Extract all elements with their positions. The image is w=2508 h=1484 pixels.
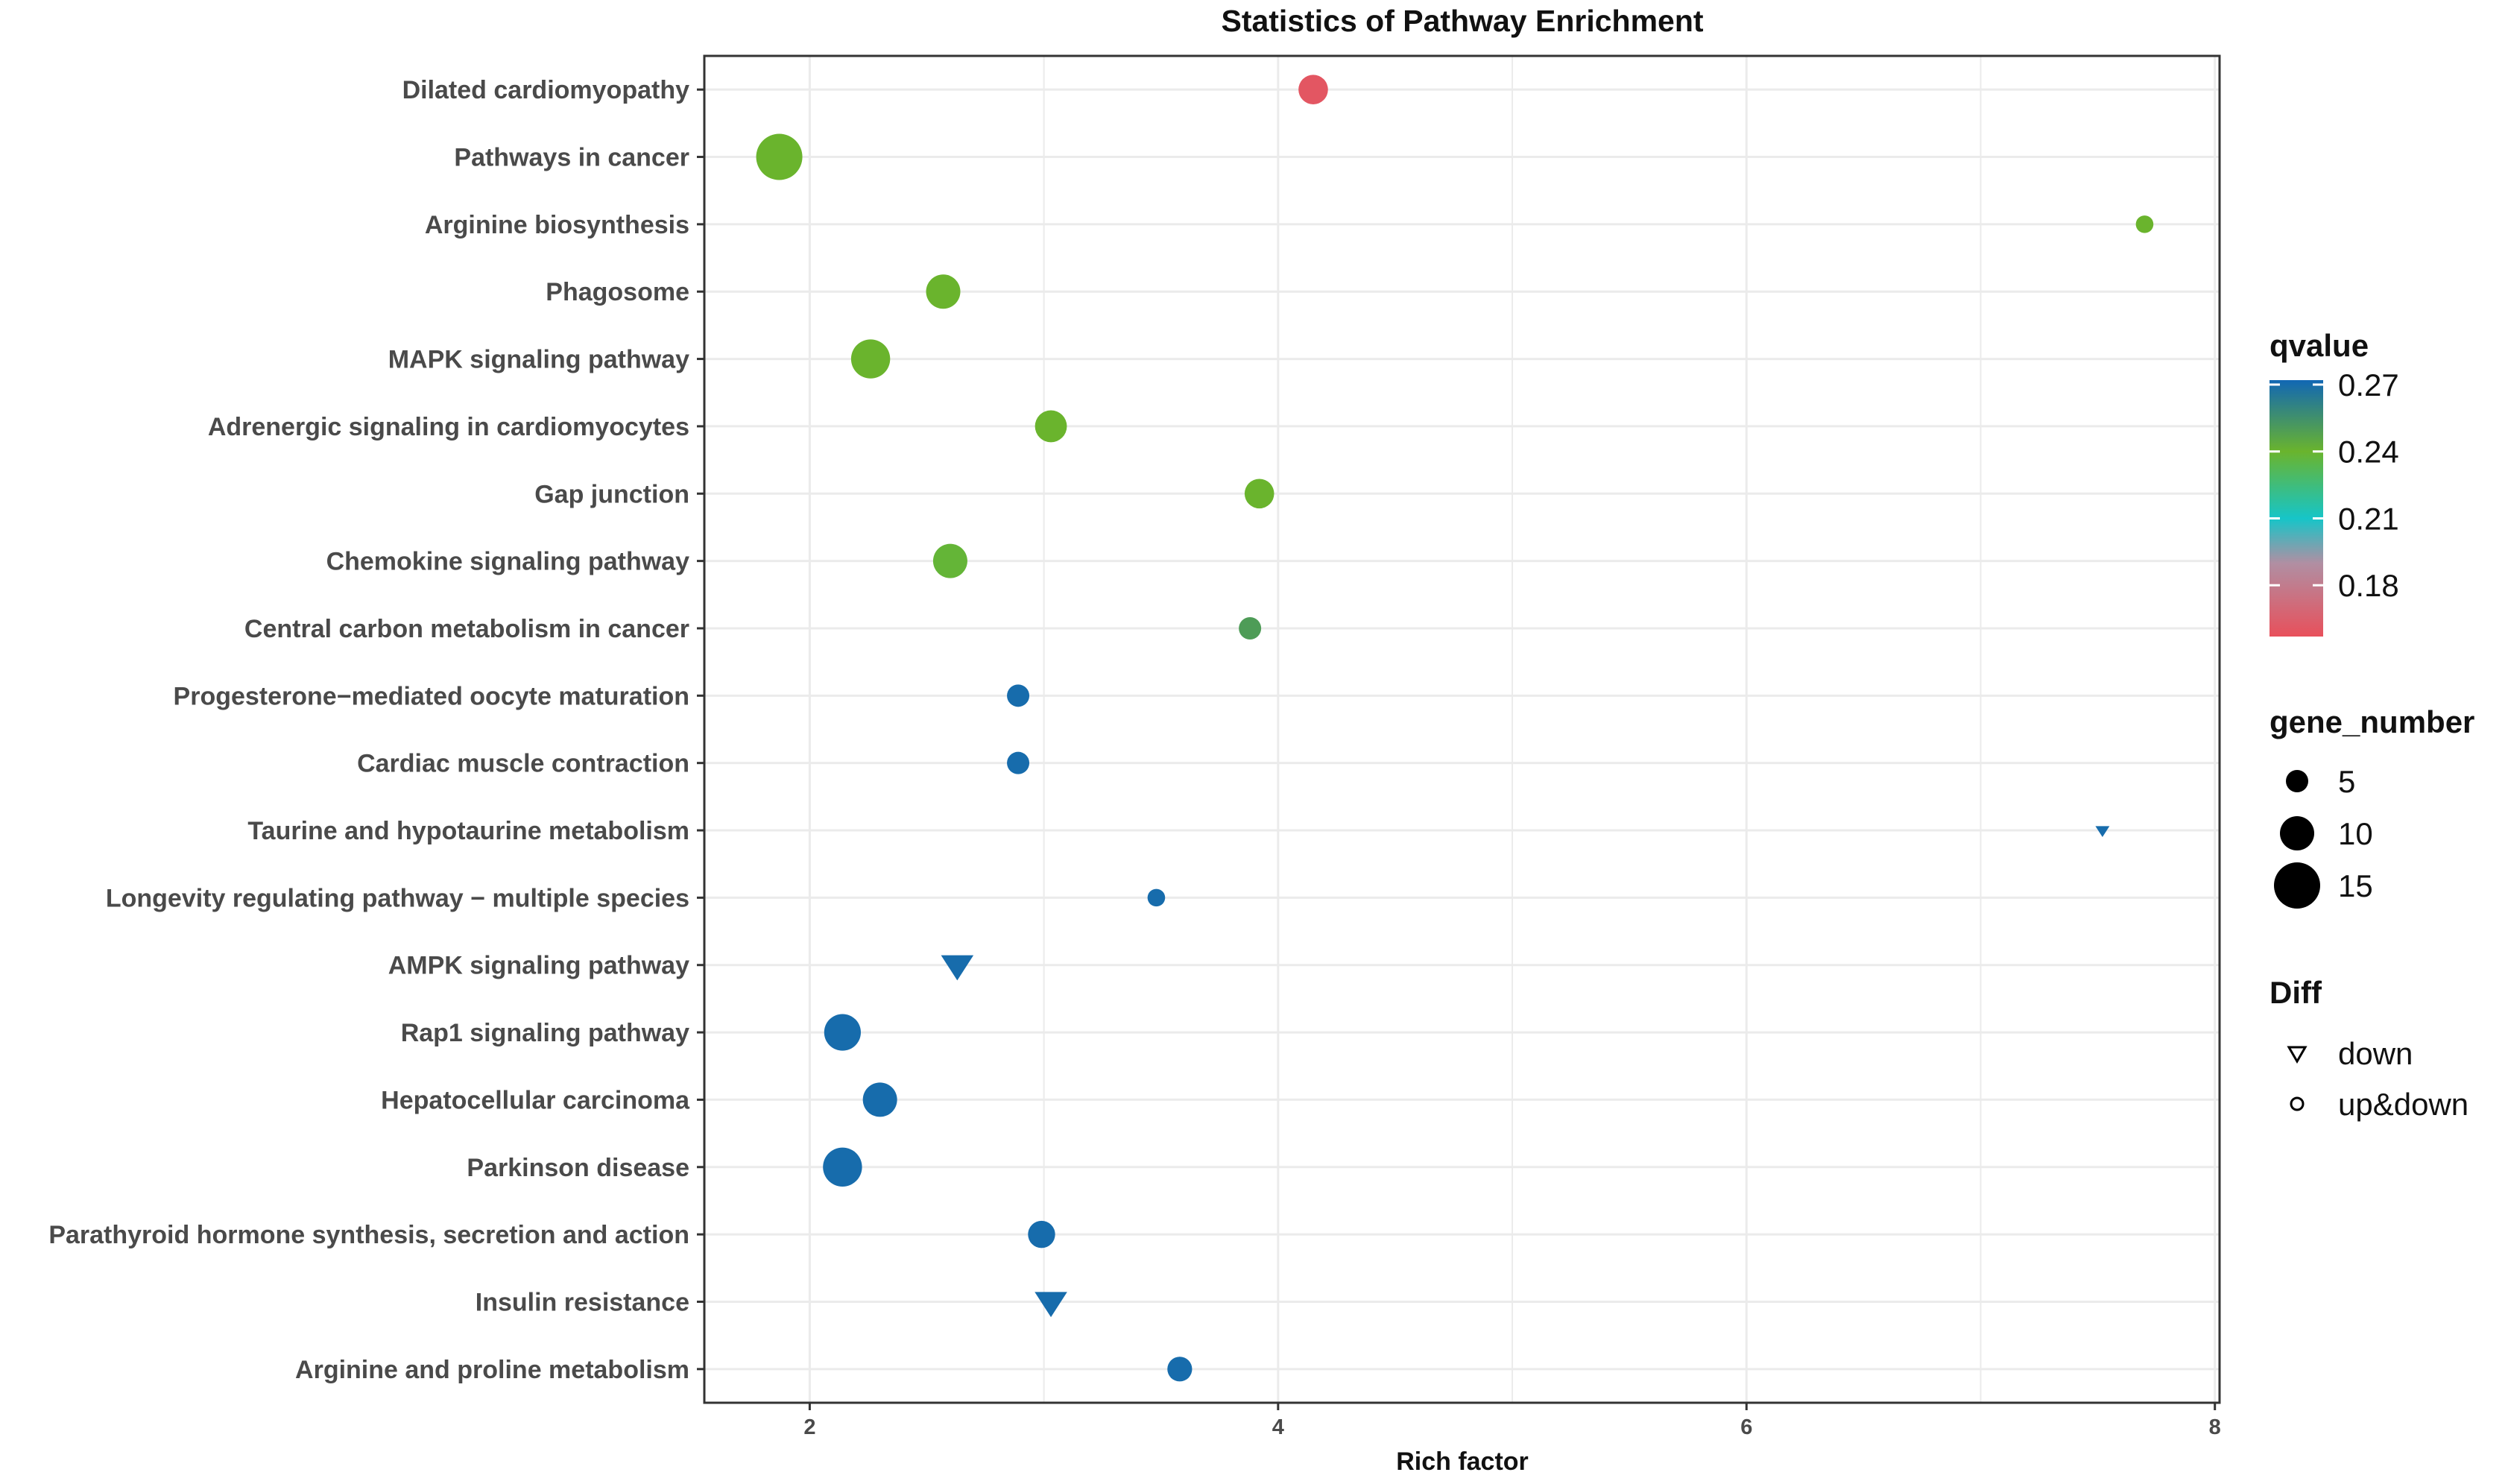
legend-gene-number-title: gene_number: [2269, 704, 2474, 739]
chart-title: Statistics of Pathway Enrichment: [1221, 4, 1703, 38]
legend: qvalue 0.27 0.24 0.21 0.18 gene_number 5 10 15 Di…: [2269, 328, 2474, 1122]
data-point-circle: [1244, 479, 1274, 509]
data-point-circle: [850, 339, 891, 379]
data-point-triangle: [1035, 1292, 1067, 1318]
data-point-circle: [926, 274, 961, 309]
data-point-circle: [1007, 751, 1030, 774]
legend-shape-label: down: [2338, 1036, 2413, 1071]
data-point-triangle: [941, 955, 974, 981]
y-tick-label: Insulin resistance: [476, 1288, 689, 1316]
data-point-circle: [823, 1147, 862, 1187]
data-point-circle: [1028, 1220, 1055, 1248]
x-tick-label: 6: [1740, 1415, 1752, 1439]
data-point-circle: [1035, 410, 1067, 443]
y-tick-label: Adrenergic signaling in cardiomyocytes: [208, 413, 689, 441]
y-tick-label: Progesterone−mediated oocyte maturation: [174, 682, 689, 710]
x-axis: 2 4 6 8: [803, 1403, 2221, 1439]
y-tick-label: Phagosome: [546, 278, 689, 306]
legend-qvalue-colorbar: [2269, 380, 2323, 637]
y-tick-label: Arginine and proline metabolism: [295, 1356, 689, 1384]
legend-size-marker: [2286, 770, 2308, 792]
legend-shape-label: up&down: [2338, 1087, 2468, 1122]
y-tick-label: Hepatocellular carcinoma: [381, 1086, 690, 1114]
data-point-circle: [824, 1014, 861, 1051]
y-tick-label: AMPK signaling pathway: [388, 952, 689, 980]
data-point-circle: [862, 1082, 897, 1117]
data-point-circle: [1298, 75, 1328, 104]
y-tick-label: Rap1 signaling pathway: [401, 1019, 689, 1047]
legend-size-label: 10: [2338, 816, 2373, 851]
legend-shape-marker-triangle: [2287, 1046, 2308, 1064]
y-tick-label: Central carbon metabolism in cancer: [244, 615, 689, 643]
y-axis: Dilated cardiomyopathy Pathways in cancer…: [48, 76, 704, 1384]
y-tick-label: Chemokine signaling pathway: [326, 548, 690, 576]
y-tick-label: Parathyroid hormone synthesis, secretion…: [48, 1221, 689, 1249]
y-tick-label: Cardiac muscle contraction: [357, 750, 689, 778]
data-points: [756, 75, 2154, 1382]
panel-border: [703, 54, 2221, 1404]
y-tick-label: Longevity regulating pathway − multiple …: [106, 884, 689, 912]
y-tick-label: Dilated cardiomyopathy: [402, 76, 690, 104]
legend-size-label: 5: [2338, 764, 2355, 799]
data-point-circle: [1239, 616, 1262, 640]
data-point-circle: [2135, 215, 2154, 233]
y-tick-label: Gap junction: [534, 480, 689, 508]
x-tick-label: 4: [1272, 1415, 1284, 1439]
data-point-circle: [756, 133, 803, 180]
legend-diff-title: Diff: [2269, 975, 2322, 1010]
y-tick-label: Arginine biosynthesis: [425, 211, 689, 239]
x-tick-label: 2: [803, 1415, 815, 1439]
data-point-circle: [1007, 684, 1030, 707]
legend-qvalue-label: 0.24: [2338, 435, 2399, 470]
legend-size-marker: [2274, 862, 2320, 909]
legend-qvalue-label: 0.21: [2338, 501, 2399, 536]
y-tick-label: Parkinson disease: [467, 1154, 689, 1182]
y-tick-label: Pathways in cancer: [454, 144, 689, 172]
legend-size-marker: [2280, 816, 2314, 850]
data-point-circle: [1147, 888, 1166, 907]
x-tick-label: 8: [2209, 1415, 2221, 1439]
legend-qvalue-title: qvalue: [2269, 328, 2369, 363]
legend-qvalue-label: 0.27: [2338, 367, 2399, 402]
data-point-circle: [1167, 1357, 1193, 1382]
grid-lines: [704, 56, 2220, 1403]
legend-shape-marker-circle: [2290, 1096, 2305, 1111]
data-point-circle: [932, 543, 967, 578]
x-axis-label: Rich factor: [1396, 1447, 1529, 1476]
y-tick-label: MAPK signaling pathway: [388, 346, 689, 374]
y-tick-label: Taurine and hypotaurine metabolism: [247, 817, 689, 845]
legend-size-label: 15: [2338, 868, 2373, 903]
data-point-triangle: [2095, 826, 2110, 838]
legend-qvalue-label: 0.18: [2338, 568, 2399, 603]
